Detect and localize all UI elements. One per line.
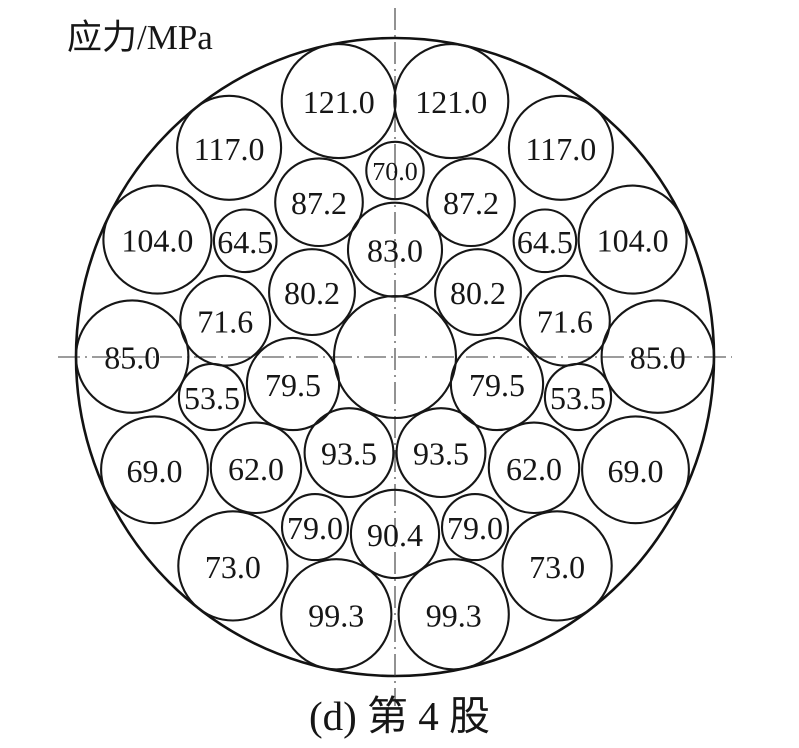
svg-text:64.5: 64.5 (217, 224, 273, 260)
svg-text:121.0: 121.0 (303, 84, 375, 120)
svg-text:83.0: 83.0 (367, 233, 423, 269)
svg-text:53.5: 53.5 (184, 380, 240, 416)
svg-text:87.2: 87.2 (291, 185, 347, 221)
svg-text:73.0: 73.0 (205, 549, 261, 585)
svg-text:93.5: 93.5 (321, 436, 377, 472)
svg-text:69.0: 69.0 (127, 453, 183, 489)
svg-text:62.0: 62.0 (506, 451, 562, 487)
svg-text:117.0: 117.0 (194, 131, 265, 167)
svg-text:121.0: 121.0 (415, 84, 487, 120)
svg-text:71.6: 71.6 (537, 304, 593, 340)
svg-text:62.0: 62.0 (228, 451, 284, 487)
svg-text:73.0: 73.0 (529, 549, 585, 585)
svg-text:79.0: 79.0 (447, 510, 503, 546)
svg-text:64.5: 64.5 (517, 224, 573, 260)
svg-text:79.0: 79.0 (287, 510, 343, 546)
svg-text:71.6: 71.6 (197, 304, 253, 340)
svg-text:99.3: 99.3 (308, 597, 364, 633)
svg-text:93.5: 93.5 (413, 436, 469, 472)
svg-text:80.2: 80.2 (450, 275, 506, 311)
svg-text:70.0: 70.0 (372, 157, 418, 186)
svg-text:87.2: 87.2 (443, 185, 499, 221)
svg-text:90.4: 90.4 (367, 517, 423, 553)
svg-text:80.2: 80.2 (284, 275, 340, 311)
svg-text:79.5: 79.5 (265, 367, 321, 403)
svg-text:85.0: 85.0 (104, 340, 160, 376)
svg-text:53.5: 53.5 (550, 380, 606, 416)
svg-text:69.0: 69.0 (608, 453, 664, 489)
svg-text:104.0: 104.0 (121, 223, 193, 259)
svg-text:117.0: 117.0 (525, 131, 596, 167)
svg-text:79.5: 79.5 (469, 367, 525, 403)
svg-text:99.3: 99.3 (426, 597, 482, 633)
svg-text:85.0: 85.0 (630, 340, 686, 376)
svg-text:104.0: 104.0 (597, 223, 669, 259)
